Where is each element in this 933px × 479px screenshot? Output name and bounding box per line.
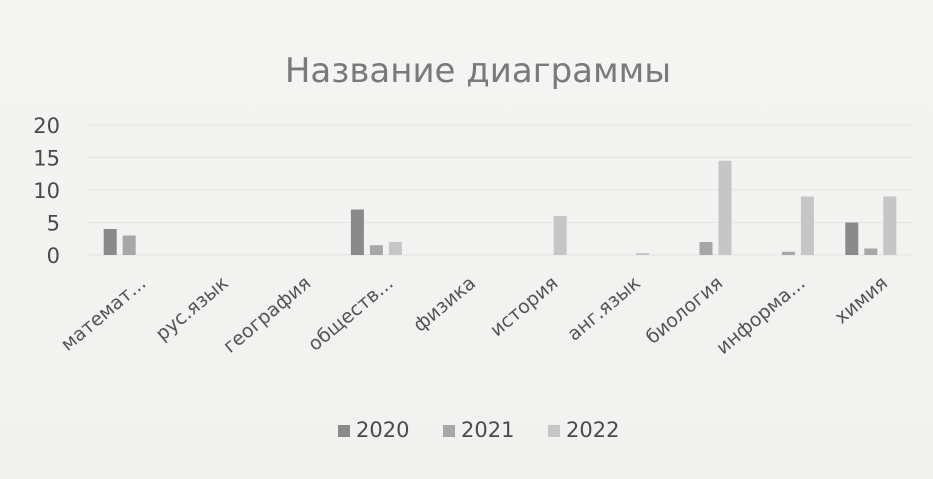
chart-title: Название диаграммы [285, 51, 671, 91]
bar [369, 245, 383, 255]
y-axis-ticks: 0 5 10 15 20 [33, 114, 60, 268]
bar [864, 248, 878, 255]
bar [103, 229, 117, 255]
legend-label: 2022 [566, 418, 619, 442]
legend-swatch [443, 425, 455, 437]
bar [718, 160, 732, 255]
bar [636, 253, 650, 255]
x-tick-label: информа... [712, 272, 809, 359]
x-tick-label: анг.язык [563, 272, 645, 345]
x-tick-label: рус.язык [151, 272, 232, 345]
legend: 2020 2021 2022 [338, 418, 619, 442]
bar [781, 251, 795, 255]
bar [388, 242, 402, 255]
legend-label: 2020 [356, 418, 409, 442]
bar [800, 196, 814, 255]
bar [350, 209, 364, 255]
x-tick-label: география [219, 272, 315, 358]
legend-swatch [338, 425, 350, 437]
legend-label: 2021 [461, 418, 514, 442]
bar [883, 196, 897, 255]
x-tick-label: математ... [57, 272, 151, 356]
x-tick-label: биология [642, 272, 728, 349]
y-tick-label: 20 [33, 114, 60, 138]
bar [845, 222, 859, 255]
y-tick-label: 5 [47, 212, 60, 236]
x-tick-label: химия [831, 272, 892, 329]
bar [122, 235, 136, 255]
y-tick-label: 15 [33, 147, 60, 171]
y-tick-label: 10 [33, 179, 60, 203]
x-tick-label: физика [409, 272, 480, 337]
gridlines [88, 124, 912, 256]
x-tick-label: обществ... [304, 272, 398, 356]
bars [103, 160, 897, 255]
bar [699, 242, 713, 255]
bar [553, 216, 567, 255]
x-tick-label: история [486, 272, 562, 341]
y-tick-label: 0 [47, 244, 60, 268]
legend-swatch [548, 425, 560, 437]
